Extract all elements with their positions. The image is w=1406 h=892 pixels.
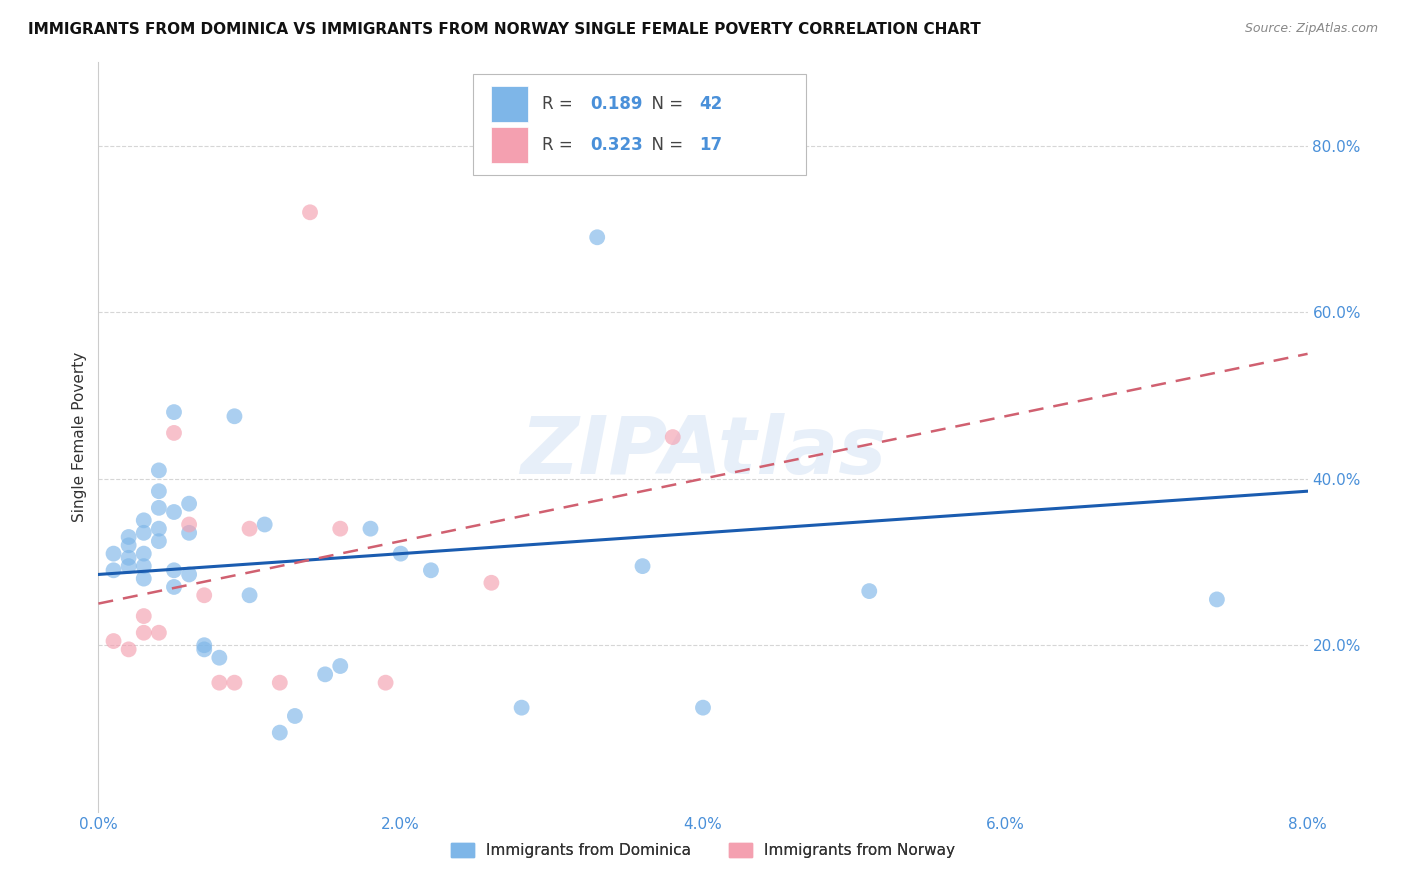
Point [269, 725, 291, 739]
Point [179, 497, 201, 511]
Text: ZIPAtlas: ZIPAtlas [520, 413, 886, 491]
Text: 0.189: 0.189 [591, 95, 643, 112]
Point [631, 559, 654, 574]
Point [284, 709, 307, 723]
Point [103, 634, 125, 648]
Point [163, 580, 186, 594]
Point [163, 405, 186, 419]
Point [299, 205, 322, 219]
Point [193, 642, 215, 657]
Text: 17: 17 [699, 136, 723, 153]
Point [858, 584, 880, 599]
Point [661, 430, 683, 444]
Text: 42: 42 [699, 95, 723, 112]
Point [118, 550, 141, 565]
Point [239, 588, 262, 602]
Point [118, 559, 141, 574]
Point [208, 675, 231, 690]
Point [132, 513, 155, 527]
Point [148, 484, 170, 499]
Point [389, 547, 412, 561]
Point [163, 505, 186, 519]
Point [132, 559, 155, 574]
FancyBboxPatch shape [492, 127, 527, 163]
Text: Source: ZipAtlas.com: Source: ZipAtlas.com [1244, 22, 1378, 36]
Point [179, 525, 201, 540]
Point [224, 675, 246, 690]
Point [269, 675, 291, 690]
Point [103, 563, 125, 577]
Point [118, 642, 141, 657]
Point [132, 525, 155, 540]
Point [132, 547, 155, 561]
Text: N =: N = [641, 136, 689, 153]
Point [692, 700, 714, 714]
Point [253, 517, 276, 532]
Point [118, 530, 141, 544]
Text: R =: R = [543, 95, 578, 112]
Point [179, 517, 201, 532]
Point [208, 650, 231, 665]
Point [132, 625, 155, 640]
Point [118, 538, 141, 552]
Point [148, 500, 170, 515]
Point [224, 409, 246, 424]
Point [148, 463, 170, 477]
Point [360, 522, 382, 536]
Point [586, 230, 609, 244]
Legend: Immigrants from Dominica, Immigrants from Norway: Immigrants from Dominica, Immigrants fro… [444, 837, 962, 864]
Text: IMMIGRANTS FROM DOMINICA VS IMMIGRANTS FROM NORWAY SINGLE FEMALE POVERTY CORRELA: IMMIGRANTS FROM DOMINICA VS IMMIGRANTS F… [28, 22, 981, 37]
Point [163, 425, 186, 440]
Point [329, 522, 352, 536]
Point [148, 534, 170, 549]
Point [329, 659, 352, 673]
Point [163, 563, 186, 577]
Point [239, 522, 262, 536]
Text: 0.323: 0.323 [591, 136, 644, 153]
Point [374, 675, 396, 690]
FancyBboxPatch shape [474, 74, 806, 175]
Text: N =: N = [641, 95, 689, 112]
Text: R =: R = [543, 136, 578, 153]
Point [1206, 592, 1229, 607]
FancyBboxPatch shape [492, 86, 527, 121]
Point [510, 700, 533, 714]
Point [148, 625, 170, 640]
Y-axis label: Single Female Poverty: Single Female Poverty [72, 352, 87, 522]
Point [148, 522, 170, 536]
Point [103, 547, 125, 561]
Point [481, 575, 503, 590]
Point [132, 609, 155, 624]
Point [420, 563, 443, 577]
Point [179, 567, 201, 582]
Point [132, 572, 155, 586]
Point [314, 667, 336, 681]
Point [193, 588, 215, 602]
Point [193, 638, 215, 652]
